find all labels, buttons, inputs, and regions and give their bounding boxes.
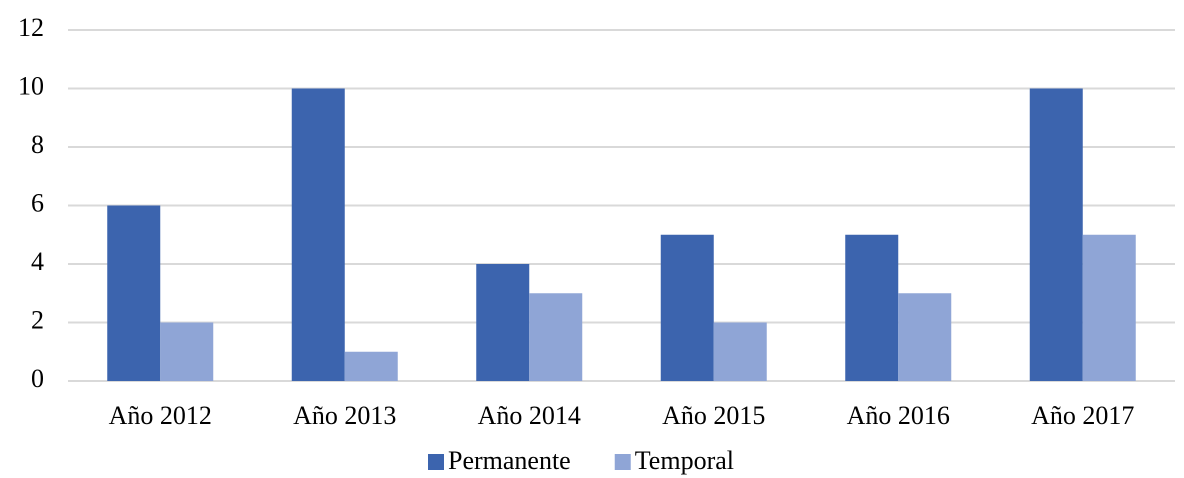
legend-swatch: [614, 454, 631, 470]
y-tick-label: 6: [31, 188, 44, 217]
y-tick-label: 8: [31, 130, 44, 159]
legend-label: Permanente: [448, 446, 571, 475]
bar: [1029, 88, 1083, 381]
y-tick-label: 0: [31, 364, 44, 393]
x-tick-label: Año 2016: [847, 401, 950, 430]
bar: [344, 351, 398, 381]
bar: [1082, 234, 1136, 381]
bar: [898, 293, 952, 381]
x-tick-label: Año 2013: [293, 401, 396, 430]
y-tick-label: 10: [18, 71, 44, 100]
y-tick-label: 4: [31, 247, 44, 276]
x-tick-label: Año 2012: [109, 401, 212, 430]
x-tick-label: Año 2015: [662, 401, 765, 430]
x-tick-label: Año 2014: [478, 401, 581, 430]
x-tick-label: Año 2017: [1031, 401, 1134, 430]
bar: [529, 293, 583, 381]
bar: [660, 234, 714, 381]
bar: [476, 264, 530, 381]
bar: [160, 322, 214, 381]
bar: [713, 322, 767, 381]
bar: [291, 88, 345, 381]
legend-swatch: [428, 454, 444, 470]
y-tick-label: 12: [18, 13, 44, 42]
legend-label: Temporal: [635, 446, 734, 475]
bar: [107, 205, 161, 381]
bar: [845, 234, 899, 381]
y-tick-label: 2: [31, 305, 44, 334]
